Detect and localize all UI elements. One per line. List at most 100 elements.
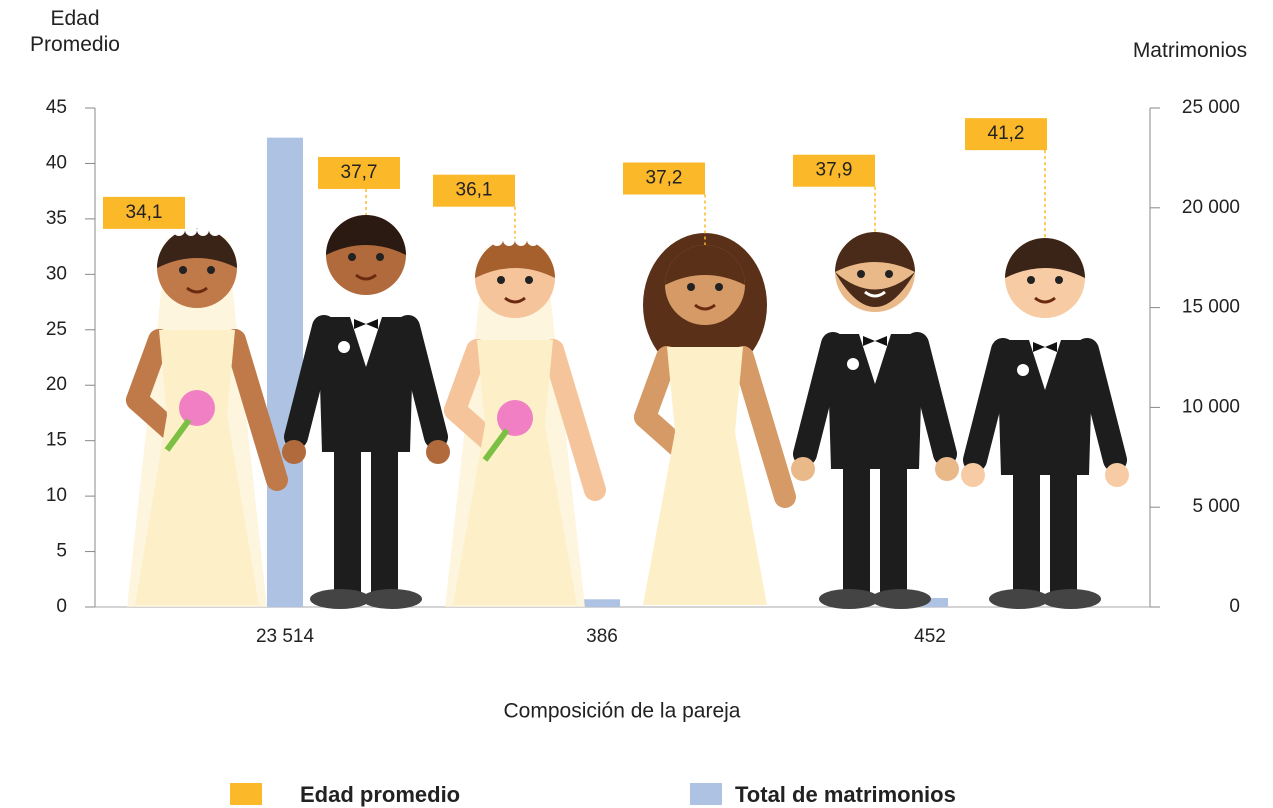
shirt: [350, 317, 382, 367]
y-tick-label: 5: [56, 541, 67, 562]
person: [444, 234, 606, 607]
bowtie: [863, 336, 887, 346]
stem: [482, 428, 510, 462]
leg: [880, 454, 907, 597]
shoe: [871, 589, 931, 609]
legend-swatch: [690, 783, 722, 805]
y2-tick-label: 10 000: [1182, 396, 1240, 417]
age-label: 37,9: [816, 160, 853, 181]
leg: [371, 437, 398, 597]
bar-group: [912, 597, 948, 607]
shoe: [1041, 589, 1101, 609]
x-tick-label: 23 514: [256, 626, 315, 647]
y2-tick-label: 5 000: [1192, 496, 1240, 517]
y-tick-label: 15: [46, 430, 67, 451]
eye: [1055, 276, 1063, 284]
eye: [885, 270, 893, 278]
arm: [732, 346, 796, 508]
hair: [157, 228, 237, 268]
person: [961, 238, 1129, 609]
bowtie: [354, 319, 378, 329]
age-label-box: [623, 162, 705, 195]
dress: [135, 330, 259, 605]
leg: [843, 454, 870, 597]
age-label: 34,1: [126, 202, 163, 223]
y-axis-label: Edad Promedio: [30, 7, 120, 56]
leg: [1050, 460, 1077, 597]
legend-label: Edad promedio: [300, 782, 460, 807]
tiara-pearl: [209, 224, 221, 236]
age-label-box: [318, 156, 400, 189]
tiara-pearl: [503, 234, 515, 246]
eye: [857, 270, 865, 278]
bouquet: [497, 400, 533, 436]
shoe: [362, 589, 422, 609]
mouth: [186, 286, 208, 294]
person: [791, 232, 959, 609]
x-axis-label: Composición de la pareja: [504, 700, 741, 723]
tiara-pearl: [491, 234, 503, 246]
eye: [376, 253, 384, 261]
y2-tick-label: 25 000: [1182, 97, 1240, 118]
y-tick-label: 45: [46, 97, 67, 118]
leg: [1013, 460, 1040, 597]
hair: [835, 232, 915, 272]
mouth: [1034, 296, 1056, 304]
leg: [334, 437, 361, 597]
eye: [179, 266, 187, 274]
tiara-pearl: [527, 234, 539, 246]
y2-axis-label: Matrimonios: [1132, 39, 1248, 62]
shoe: [989, 589, 1049, 609]
hair: [1005, 238, 1085, 278]
tiara-pearl: [185, 224, 197, 236]
hand: [791, 457, 815, 481]
mouth: [355, 273, 377, 281]
tiara-pearl: [197, 224, 209, 236]
bar-group: [267, 137, 303, 607]
illustrations: [126, 215, 1129, 609]
hand: [935, 457, 959, 481]
eye: [207, 266, 215, 274]
flower: [338, 341, 350, 353]
y-tick-label: 40: [46, 152, 67, 173]
eye: [348, 253, 356, 261]
beard: [835, 272, 915, 307]
hand: [961, 463, 985, 487]
mouth: [694, 303, 716, 311]
mouth: [504, 296, 526, 304]
hand: [426, 440, 450, 464]
arm: [542, 339, 606, 501]
y-tick-label: 30: [46, 263, 67, 284]
y-tick-label: 25: [46, 319, 67, 340]
x-tick-label: 386: [586, 626, 618, 647]
age-label: 41,2: [988, 123, 1025, 144]
dress: [453, 340, 577, 605]
stem: [164, 418, 192, 452]
hair: [475, 238, 555, 278]
y2-tick-label: 0: [1229, 596, 1240, 617]
hair: [665, 245, 745, 285]
age-label-box: [793, 154, 875, 187]
legend-swatch: [230, 783, 262, 805]
hand: [282, 440, 306, 464]
arm: [224, 329, 288, 491]
age-label: 37,7: [341, 162, 378, 183]
age-label-box: [965, 118, 1047, 151]
eye: [497, 276, 505, 284]
shirt: [1029, 340, 1061, 390]
age-label: 37,2: [646, 168, 683, 189]
person: [282, 215, 450, 609]
hand: [1105, 463, 1129, 487]
age-label: 36,1: [456, 180, 493, 201]
y-tick-label: 0: [56, 596, 67, 617]
bowtie: [1033, 342, 1057, 352]
legend-label: Total de matrimonios: [735, 782, 956, 807]
bar: [584, 599, 620, 607]
hair: [326, 215, 406, 255]
bar: [267, 137, 303, 607]
bar-group: [584, 599, 620, 607]
tiara-pearl: [515, 234, 527, 246]
flower: [1017, 364, 1029, 376]
